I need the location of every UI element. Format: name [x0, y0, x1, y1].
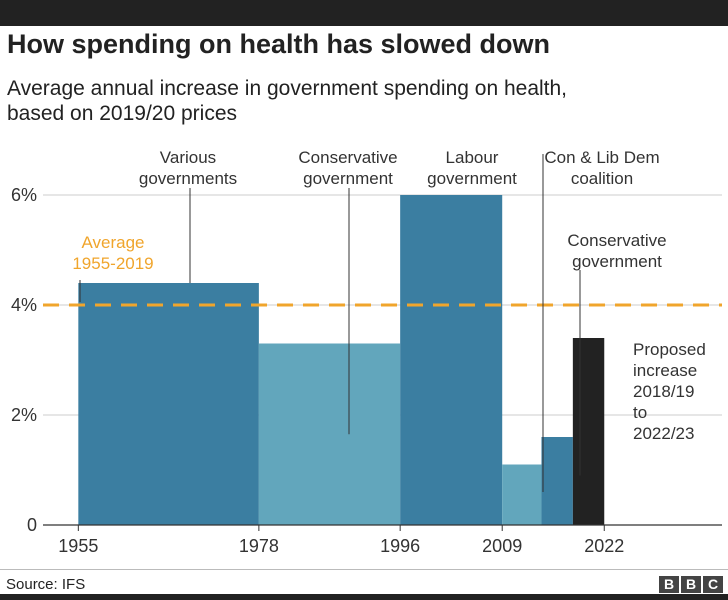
bar-label-con-lib-dem-line-1: Con & Lib Dem — [544, 148, 659, 167]
bar-label-proposed-line-1: Proposed — [633, 340, 706, 359]
bar-conservative-2 — [541, 437, 573, 525]
bar-con-lib-dem — [502, 464, 542, 525]
y-tick-label-0: 0 — [27, 515, 37, 535]
bar-label-labour-line-2: government — [427, 169, 517, 188]
bottom-bar — [0, 594, 728, 600]
bar-label-labour-line-1: Labour — [446, 148, 499, 167]
top-bar — [0, 0, 728, 26]
chart-title: How spending on health has slowed down — [7, 29, 551, 59]
bar-label-proposed-line-5: 2022/23 — [633, 424, 694, 443]
bbc-logo: B B C — [659, 576, 723, 593]
footer-divider — [0, 569, 728, 570]
x-tick-label-1978: 1978 — [239, 536, 279, 556]
bar-label-conservative-1-line-2: government — [303, 169, 393, 188]
bar-chart: 0 2% 4% 6% 1955 1978 1996 2009 2022 Average 1955-2… — [11, 148, 722, 556]
bar-label-con-lib-dem-line-2: coalition — [571, 169, 633, 188]
x-tick-label-2022: 2022 — [584, 536, 624, 556]
bar-proposed — [572, 338, 605, 525]
subtitle-line-2: based on 2019/20 prices — [7, 102, 238, 125]
x-tick-label-2009: 2009 — [482, 536, 522, 556]
x-tick-label-1955: 1955 — [58, 536, 98, 556]
bbc-logo-letter-1: B — [659, 576, 679, 593]
bar-label-various-governments-line-1: Various — [160, 148, 216, 167]
y-tick-label-4: 4% — [11, 295, 37, 315]
bar-labour — [400, 195, 503, 525]
average-label-line-2: 1955-2019 — [72, 254, 153, 273]
subtitle-line-1: Average annual increase in government sp… — [7, 77, 568, 100]
bar-label-proposed-line-3: 2018/19 — [633, 382, 694, 401]
bar-label-proposed-line-4: to — [633, 403, 647, 422]
average-label-line-1: Average — [81, 233, 144, 252]
bbc-logo-letter-2: B — [681, 576, 701, 593]
chart-subtitle: Average annual increase in government sp… — [7, 76, 707, 126]
y-tick-label-6: 6% — [11, 185, 37, 205]
bar-label-conservative-2-line-1: Conservative — [567, 231, 666, 250]
bar-label-conservative-1-line-1: Conservative — [298, 148, 397, 167]
bar-various-governments — [78, 283, 259, 525]
bbc-logo-letter-3: C — [703, 576, 723, 593]
y-tick-label-2: 2% — [11, 405, 37, 425]
bar-label-proposed-line-2: increase — [633, 361, 697, 380]
bar-label-various-governments-line-2: governments — [139, 169, 237, 188]
bar-conservative-1 — [258, 343, 401, 525]
x-tick-label-1996: 1996 — [380, 536, 420, 556]
bar-label-conservative-2-line-2: government — [572, 252, 662, 271]
source-text: Source: IFS — [6, 576, 86, 593]
